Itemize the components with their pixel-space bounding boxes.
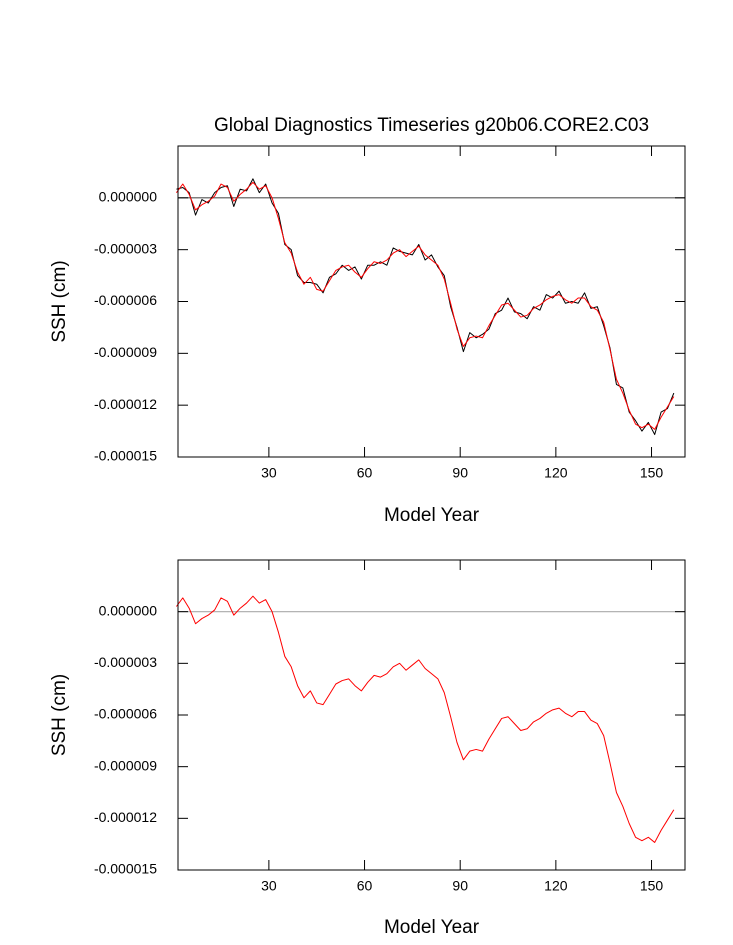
y-tick-label: 0.000000 [99, 189, 158, 205]
x-tick-label: 120 [544, 465, 568, 481]
y-tick-label: -0.000009 [94, 757, 157, 773]
plot-frame [177, 559, 686, 871]
x-tick-label: 30 [261, 465, 277, 481]
plot-frame [177, 145, 686, 458]
x-tick-label: 120 [544, 878, 568, 894]
series-line [176, 595, 675, 843]
y-tick-label: -0.000015 [94, 448, 157, 464]
chart-title: Global Diagnostics Timeseries g20b06.COR… [214, 115, 649, 136]
x-tick-label: 60 [357, 878, 373, 894]
y-tick-label: 0.000000 [99, 602, 158, 618]
y-tick-label: -0.000015 [94, 861, 157, 877]
y-tick-label: -0.000012 [94, 809, 157, 825]
y-tick-label: -0.000009 [94, 344, 157, 360]
x-tick-label: 30 [261, 878, 277, 894]
y-tick-label: -0.000003 [94, 654, 157, 670]
x-tick-label: 150 [640, 465, 664, 481]
x-tick-label: 90 [452, 465, 468, 481]
y-tick-label: -0.000006 [94, 292, 157, 308]
x-axis-label: Model Year [384, 917, 480, 938]
series-line [176, 178, 675, 436]
x-tick-label: 150 [640, 878, 664, 894]
y-axis-label: SSH (cm) [49, 674, 70, 756]
y-tick-label: -0.000012 [94, 396, 157, 412]
x-tick-label: 90 [452, 878, 468, 894]
x-axis-label: Model Year [384, 505, 480, 526]
series-line [176, 181, 675, 430]
x-tick-label: 60 [357, 465, 373, 481]
y-tick-label: -0.000003 [94, 240, 157, 256]
y-axis-label: SSH (cm) [49, 260, 70, 342]
y-tick-label: -0.000006 [94, 706, 157, 722]
